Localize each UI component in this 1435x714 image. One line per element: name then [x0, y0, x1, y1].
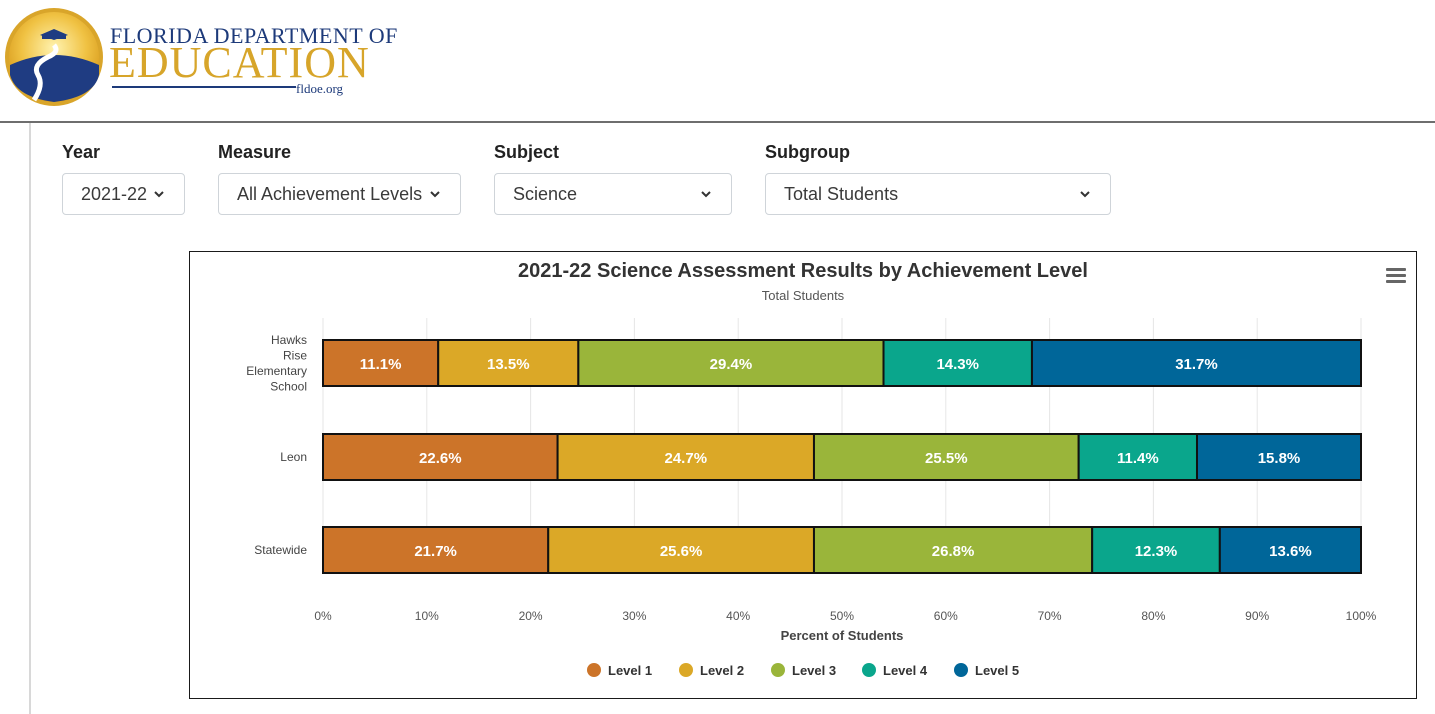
legend-label: Level 1 [608, 663, 652, 678]
stacked-bar-chart: 0% 10% 20% 30% 40% 50% 60% 70% 80% 90% 100% HawksRi… [246, 318, 1377, 678]
fldoe-seal-icon [5, 8, 103, 106]
bar-segment [1195, 433, 1362, 481]
legend-swatch [771, 663, 785, 677]
legend-swatch [587, 663, 601, 677]
category-label: Hawks [271, 333, 307, 347]
data-label: 31.7% [1175, 356, 1218, 373]
measure-select[interactable]: All Achievement Levels [218, 173, 461, 215]
category-label: Leon [280, 450, 307, 464]
chevron-down-icon [154, 191, 164, 198]
data-label: 29.4% [710, 356, 753, 373]
bar-segment [322, 339, 440, 387]
bar-segment [1091, 526, 1221, 574]
chart-subtitle: Total Students [761, 288, 845, 303]
category-label: Statewide [254, 543, 307, 557]
legend-swatch [954, 663, 968, 677]
subgroup-select-value: Total Students [784, 183, 899, 204]
data-label: 14.3% [936, 356, 979, 373]
subgroup-filter: Subgroup Total Students [765, 140, 1111, 215]
chart-title: 2021-22 Science Assessment Results by Ac… [518, 260, 1088, 282]
x-tick-label: 40% [726, 609, 750, 623]
bar-segment [1218, 526, 1363, 574]
fldoe-logo[interactable]: FLORIDA DEPARTMENT OF EDUCATION fldoe.or… [4, 5, 397, 109]
year-select-value: 2021-22 [81, 183, 148, 204]
data-label: 24.7% [665, 450, 708, 467]
category-label: Elementary [246, 364, 307, 378]
x-tick-label: 90% [1245, 609, 1269, 623]
logo-title-line2: EDUCATION [109, 38, 370, 87]
category-label: School [270, 379, 307, 393]
data-label: 13.5% [487, 356, 530, 373]
subject-select-value: Science [513, 183, 578, 204]
header-divider [0, 121, 1435, 123]
legend-label: Level 3 [792, 663, 836, 678]
legend-item[interactable]: Level 1 [587, 663, 652, 678]
category-label: Rise [283, 348, 307, 362]
subgroup-label: Subgroup [765, 142, 850, 162]
data-label: 26.8% [932, 543, 975, 560]
data-label: 25.6% [660, 543, 703, 560]
bar-segment [577, 339, 885, 387]
data-label: 25.5% [925, 450, 968, 467]
bar-segment [1030, 339, 1362, 387]
site-header: FLORIDA DEPARTMENT OF EDUCATION fldoe.or… [0, 0, 1435, 122]
x-tick-label: 30% [622, 609, 646, 623]
legend-label: Level 5 [975, 663, 1019, 678]
data-label: 11.4% [1117, 450, 1159, 467]
data-label: 21.7% [414, 543, 457, 560]
year-select[interactable]: 2021-22 [62, 173, 185, 215]
measure-label: Measure [218, 142, 292, 162]
bar-segment [547, 526, 815, 574]
x-tick-label: 60% [934, 609, 958, 623]
sidebar-divider [29, 123, 31, 714]
data-label: 11.1% [360, 356, 402, 373]
legend-item[interactable]: Level 4 [862, 663, 928, 678]
x-axis-title: Percent of Students [781, 628, 904, 643]
x-tick-label: 80% [1141, 609, 1165, 623]
year-filter: Year 2021-22 [62, 140, 185, 215]
chevron-down-icon [430, 191, 440, 198]
data-label: 22.6% [419, 450, 462, 467]
year-label: Year [62, 142, 101, 162]
subject-select[interactable]: Science [494, 173, 732, 215]
legend-swatch [679, 663, 693, 677]
chart-menu-icon[interactable] [1386, 268, 1406, 284]
data-label: 13.6% [1269, 543, 1312, 560]
data-label: 12.3% [1135, 543, 1178, 560]
x-tick-label: 70% [1038, 609, 1062, 623]
x-tick-label: 20% [519, 609, 543, 623]
data-label: 15.8% [1258, 450, 1301, 467]
bar-segment [556, 433, 815, 481]
legend-swatch [862, 663, 876, 677]
subject-label: Subject [494, 142, 560, 162]
chevron-down-icon [1080, 191, 1090, 198]
measure-select-value: All Achievement Levels [237, 183, 423, 204]
subgroup-select[interactable]: Total Students [765, 173, 1111, 215]
x-tick-label: 100% [1346, 609, 1377, 623]
legend-label: Level 4 [883, 663, 928, 678]
bar-segment [437, 339, 580, 387]
bar-segment [812, 526, 1094, 574]
legend-label: Level 2 [700, 663, 744, 678]
x-tick-label: 50% [830, 609, 854, 623]
legend-item[interactable]: Level 2 [679, 663, 744, 678]
bar-segment [882, 339, 1033, 387]
x-tick-label: 0% [314, 609, 332, 623]
bar-segment [322, 526, 550, 574]
chevron-down-icon [701, 191, 711, 198]
legend-item[interactable]: Level 5 [954, 663, 1019, 678]
bar-segment [812, 433, 1080, 481]
logo-underline [112, 86, 296, 88]
measure-filter: Measure All Achievement Levels [218, 140, 461, 215]
x-tick-label: 10% [415, 609, 439, 623]
legend-item[interactable]: Level 3 [771, 663, 836, 678]
subject-filter: Subject Science [494, 140, 732, 215]
logo-url: fldoe.org [296, 81, 344, 96]
chart-container: 2021-22 Science Assessment Results by Ac… [189, 251, 1417, 699]
logo-title-line1: FLORIDA DEPARTMENT OF [110, 23, 398, 48]
bar-segment [322, 433, 559, 481]
